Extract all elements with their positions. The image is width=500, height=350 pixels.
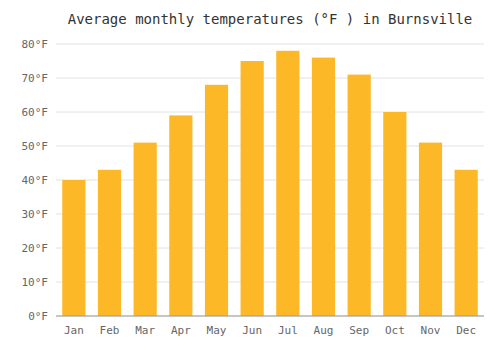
x-tick-label: Apr: [171, 324, 191, 337]
bar: [419, 143, 442, 316]
x-tick-label: May: [207, 324, 227, 337]
bar: [205, 85, 228, 316]
grid: [56, 44, 484, 316]
x-tick-label: Feb: [100, 324, 120, 337]
bar: [383, 112, 406, 316]
x-tick-label: Jun: [242, 324, 262, 337]
x-tick-label: Jul: [278, 324, 298, 337]
x-tick-label: Dec: [456, 324, 476, 337]
bar: [455, 170, 478, 316]
y-tick-label: 10°F: [22, 276, 49, 289]
x-tick-label: Aug: [314, 324, 334, 337]
grid-line: [56, 78, 484, 79]
y-tick-label: 40°F: [22, 174, 49, 187]
bar: [62, 180, 85, 316]
bar: [169, 115, 192, 316]
x-tick-label: Oct: [385, 324, 405, 337]
bar: [348, 75, 371, 316]
y-tick-label: 50°F: [22, 140, 49, 153]
y-tick-label: 70°F: [22, 72, 49, 85]
x-tick-label: Nov: [421, 324, 441, 337]
x-tick-label: Mar: [135, 324, 155, 337]
y-axis: 0°F 10°F 20°F 30°F 40°F 50°F 60°F 70°F 80°F: [22, 38, 49, 323]
grid-line: [56, 316, 484, 317]
chart-svg: Average monthly temperatures (°F ) in Bu…: [0, 0, 500, 350]
grid-line: [56, 44, 484, 45]
bar: [276, 51, 299, 316]
y-tick-label: 30°F: [22, 208, 49, 221]
bar: [312, 58, 335, 316]
chart-title: Average monthly temperatures (°F ) in Bu…: [68, 11, 473, 27]
bar: [98, 170, 121, 316]
y-tick-label: 80°F: [22, 38, 49, 51]
x-axis-line: [56, 316, 484, 317]
grid-line: [56, 112, 484, 113]
bar: [134, 143, 157, 316]
bar: [241, 61, 264, 316]
x-tick-label: Jan: [64, 324, 84, 337]
x-tick-label: Sep: [349, 324, 369, 337]
bars: [62, 51, 478, 316]
chart-container: Average monthly temperatures (°F ) in Bu…: [0, 0, 500, 350]
x-axis: Jan Feb Mar Apr May Jun Jul Aug Sep Oct Nov Dec: [64, 324, 476, 337]
y-tick-label: 20°F: [22, 242, 49, 255]
y-tick-label: 60°F: [22, 106, 49, 119]
y-tick-label: 0°F: [28, 310, 48, 323]
